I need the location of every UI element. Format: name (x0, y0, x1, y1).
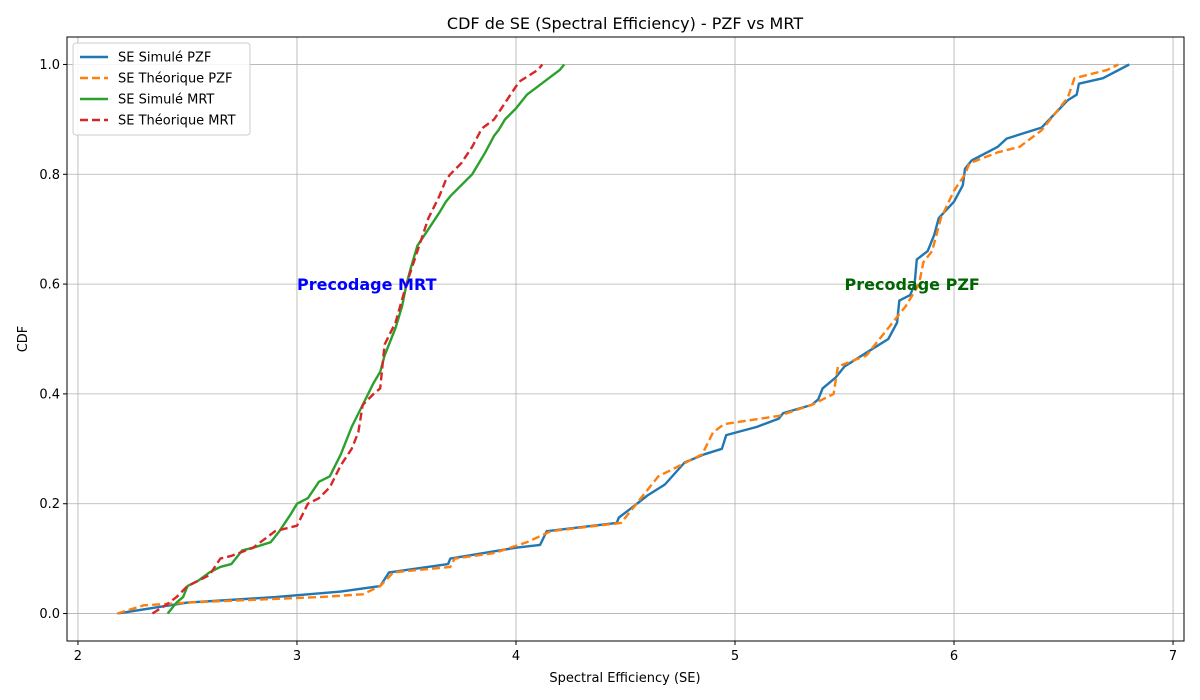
y-tick-label: 0.4 (39, 387, 60, 402)
legend-label: SE Théorique MRT (118, 114, 236, 129)
series-line-3 (166, 63, 566, 615)
legend-label: SE Simulé PZF (118, 51, 211, 66)
annotation-label: Precodage PZF (845, 275, 980, 294)
grid (67, 37, 1184, 641)
axis-ticks: 2 3 4 5 6 7 0.0 0.2 0.4 0.6 0.8 1.0 (39, 58, 1177, 664)
x-tick-label: 7 (1169, 649, 1177, 664)
legend-label: SE Simulé MRT (118, 93, 214, 108)
y-tick-label: 1.0 (39, 58, 60, 73)
x-axis-title: Spectral Efficiency (SE) (549, 671, 700, 686)
legend-label: SE Théorique PZF (118, 72, 233, 87)
x-tick-label: 6 (950, 649, 958, 664)
series-line-2 (117, 63, 1119, 615)
x-tick-label: 5 (731, 649, 739, 664)
series-line-1 (117, 63, 1130, 615)
series-lines (117, 63, 1130, 615)
y-tick-label: 0.2 (39, 497, 60, 512)
annotations: Precodage MRT Precodage PZF (297, 275, 980, 294)
series-line-4 (151, 63, 544, 615)
y-tick-label: 0.6 (39, 278, 60, 293)
y-axis-title: CDF (16, 326, 31, 353)
chart-title: CDF de SE (Spectral Efficiency) - PZF vs… (447, 14, 803, 33)
x-tick-label: 4 (512, 649, 520, 664)
y-tick-label: 0.8 (39, 168, 60, 183)
plot-frame (66, 36, 1185, 642)
x-tick-label: 3 (293, 649, 301, 664)
legend-box (72, 42, 251, 136)
x-tick-label: 2 (74, 649, 82, 664)
y-tick-label: 0.0 (39, 607, 60, 622)
annotation-label: Precodage MRT (297, 275, 437, 294)
legend: SE Simulé PZF SE Théorique PZF SE Simulé M… (72, 42, 251, 136)
